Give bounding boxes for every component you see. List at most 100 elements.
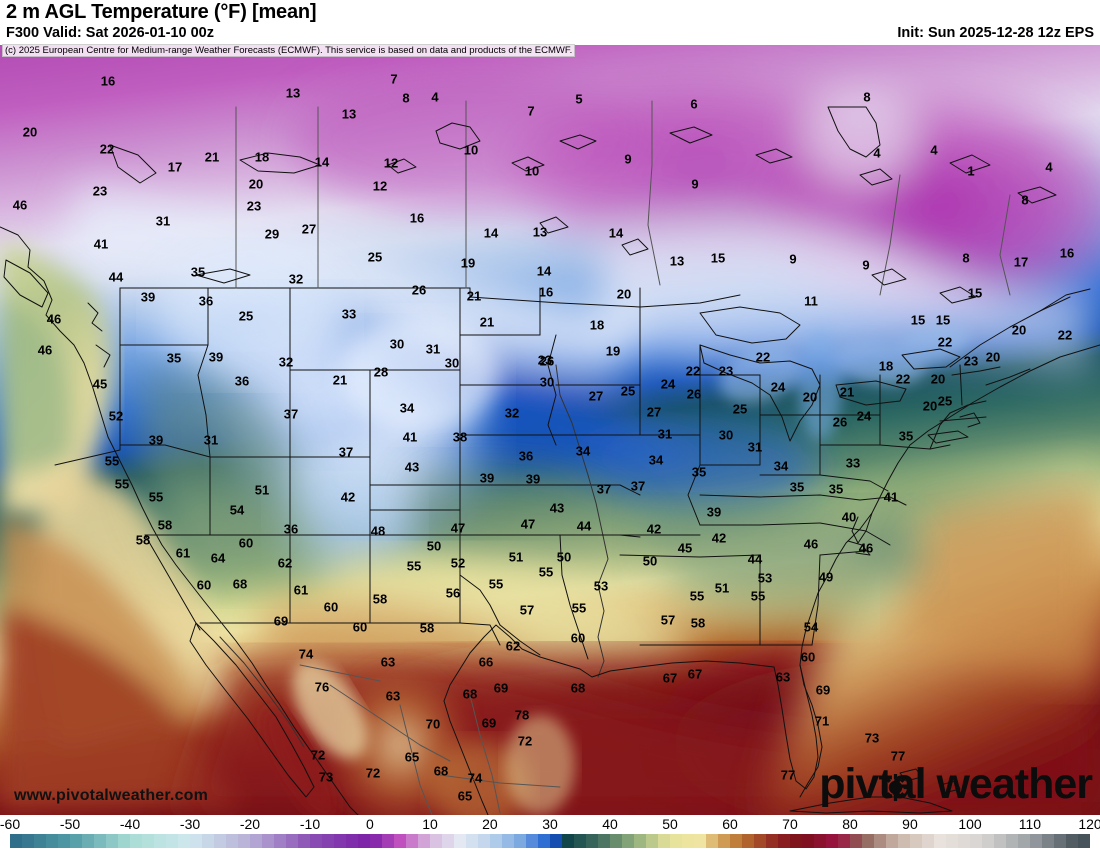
border-ky-north <box>699 494 861 501</box>
colorbar-tick: 110 <box>1018 816 1042 832</box>
brand-text-part2: tal weather <box>878 760 1093 808</box>
border-il-in-box <box>699 374 761 466</box>
border-mexico-state-5 <box>439 774 561 788</box>
colorbar-segment <box>922 834 934 848</box>
colorbar-segment <box>622 834 634 848</box>
colorbar-segment <box>598 834 610 848</box>
border-va-wv <box>859 496 907 506</box>
border-id-west <box>197 287 211 458</box>
colorbar-segment <box>94 834 106 848</box>
border-mexico-state-1 <box>329 684 451 762</box>
colorbar-segment <box>22 834 34 848</box>
california-field <box>0 465 240 810</box>
colorbar-segment <box>970 834 982 848</box>
colorbar-segment <box>862 834 874 848</box>
lake-canada-6 <box>559 134 597 150</box>
colorbar-segment <box>274 834 286 848</box>
colorbar-segment <box>514 834 526 848</box>
colorbar-tick: -20 <box>239 816 261 832</box>
colorbar-segment <box>58 834 70 848</box>
border-ny-east <box>929 412 951 450</box>
colorbar-segment <box>430 834 442 848</box>
colorbar-segment <box>910 834 922 848</box>
lake-michigan-huron <box>699 344 821 442</box>
lake-canada-11 <box>1017 186 1057 204</box>
colorbar-tick: -10 <box>299 816 321 832</box>
colorbar-gradient-strip[interactable] <box>10 834 1090 848</box>
colorbar-segment <box>298 834 310 848</box>
colorbar-segment <box>310 834 322 848</box>
border-ny-ct-ma <box>949 400 987 414</box>
colorbar[interactable]: -60 -50 -40 -30 -20 -10 0 10 20 30 40 50 60 70 80 90 100… <box>0 815 1100 850</box>
lake-canada-9 <box>859 168 893 186</box>
gulf-of-california <box>219 636 305 748</box>
colorbar-segment <box>958 834 970 848</box>
colorbar-segment <box>214 834 226 848</box>
border-ny-vt-nh <box>951 366 1001 376</box>
colorbar-tick: -50 <box>59 816 81 832</box>
colorbar-segment <box>778 834 790 848</box>
vancouver-island <box>3 259 49 308</box>
lake-canada-1 <box>239 152 321 174</box>
colorbar-tick: 60 <box>722 816 738 832</box>
lake-canada-15 <box>539 216 569 234</box>
border-mt-wy <box>289 287 461 371</box>
colorbar-segment <box>766 834 778 848</box>
border-mexico-state-2 <box>399 704 433 815</box>
colorbar-tick: 90 <box>902 816 918 832</box>
border-nh-me <box>985 368 1031 386</box>
colorbar-segment <box>406 834 418 848</box>
colorbar-segment <box>754 834 766 848</box>
colorbar-segment <box>166 834 178 848</box>
page-title: 2 m AGL Temperature (°F) [mean] <box>6 1 317 23</box>
lake-canada-10 <box>949 154 991 174</box>
colorbar-segment <box>250 834 262 848</box>
lake-canada-5 <box>511 156 545 172</box>
colorbar-segment <box>850 834 862 848</box>
colorbar-segment <box>202 834 214 848</box>
lake-canada-16 <box>109 144 157 184</box>
border-or-ca <box>119 444 211 458</box>
colorbar-tick: 50 <box>662 816 678 832</box>
lake-canada-3 <box>387 158 417 174</box>
colorbar-segment <box>358 834 370 848</box>
colorbar-segment <box>730 834 742 848</box>
colorbar-segment <box>718 834 730 848</box>
colorbar-segment <box>322 834 334 848</box>
colorbar-segment <box>130 834 142 848</box>
colorbar-segment <box>682 834 694 848</box>
colorbar-segment <box>526 834 538 848</box>
bahamas-2 <box>939 780 961 794</box>
border-mexico-state-3 <box>469 694 501 814</box>
colorbar-segment <box>826 834 838 848</box>
border-mexico-state-4 <box>299 664 381 682</box>
colorbar-segment <box>550 834 562 848</box>
colorbar-segment <box>994 834 1006 848</box>
lake-canada-4 <box>435 122 481 150</box>
border-us-canada-lakes-approach <box>469 287 741 308</box>
colorbar-segment <box>82 834 94 848</box>
border-tx-rio-grande <box>499 624 541 656</box>
border-vt-nh <box>959 364 963 406</box>
st-lawrence-river <box>949 296 1071 368</box>
site-url-watermark[interactable]: www.pivotalweather.com <box>14 787 209 804</box>
cuba <box>789 796 953 814</box>
brand-watermark[interactable]: pivtal weather <box>819 760 1093 809</box>
puget-sound <box>87 302 103 332</box>
temperature-map[interactable]: 20 16 22 23 46 41 44 39 46 46 45 52 39 55 55 55 58 58 61 60… <box>0 45 1100 815</box>
james-bay <box>827 106 881 158</box>
lake-canada-2 <box>195 268 251 284</box>
colorbar-segment <box>742 834 754 848</box>
colorbar-segment <box>478 834 490 848</box>
pacific-northwest-field <box>0 240 113 515</box>
lake-canada-8 <box>755 148 793 164</box>
border-ut-co-box <box>289 456 371 536</box>
coastline-mexico-east <box>443 700 489 815</box>
init-time-label: Init: Sun 2025-12-28 12z EPS <box>897 25 1094 41</box>
border-nc-sc <box>865 530 891 546</box>
colorbar-segment <box>466 834 478 848</box>
border-mo-ar <box>555 484 641 496</box>
colorbar-segment <box>670 834 682 848</box>
colorbar-tick: 30 <box>542 816 558 832</box>
border-tn-ms-al <box>619 554 761 558</box>
